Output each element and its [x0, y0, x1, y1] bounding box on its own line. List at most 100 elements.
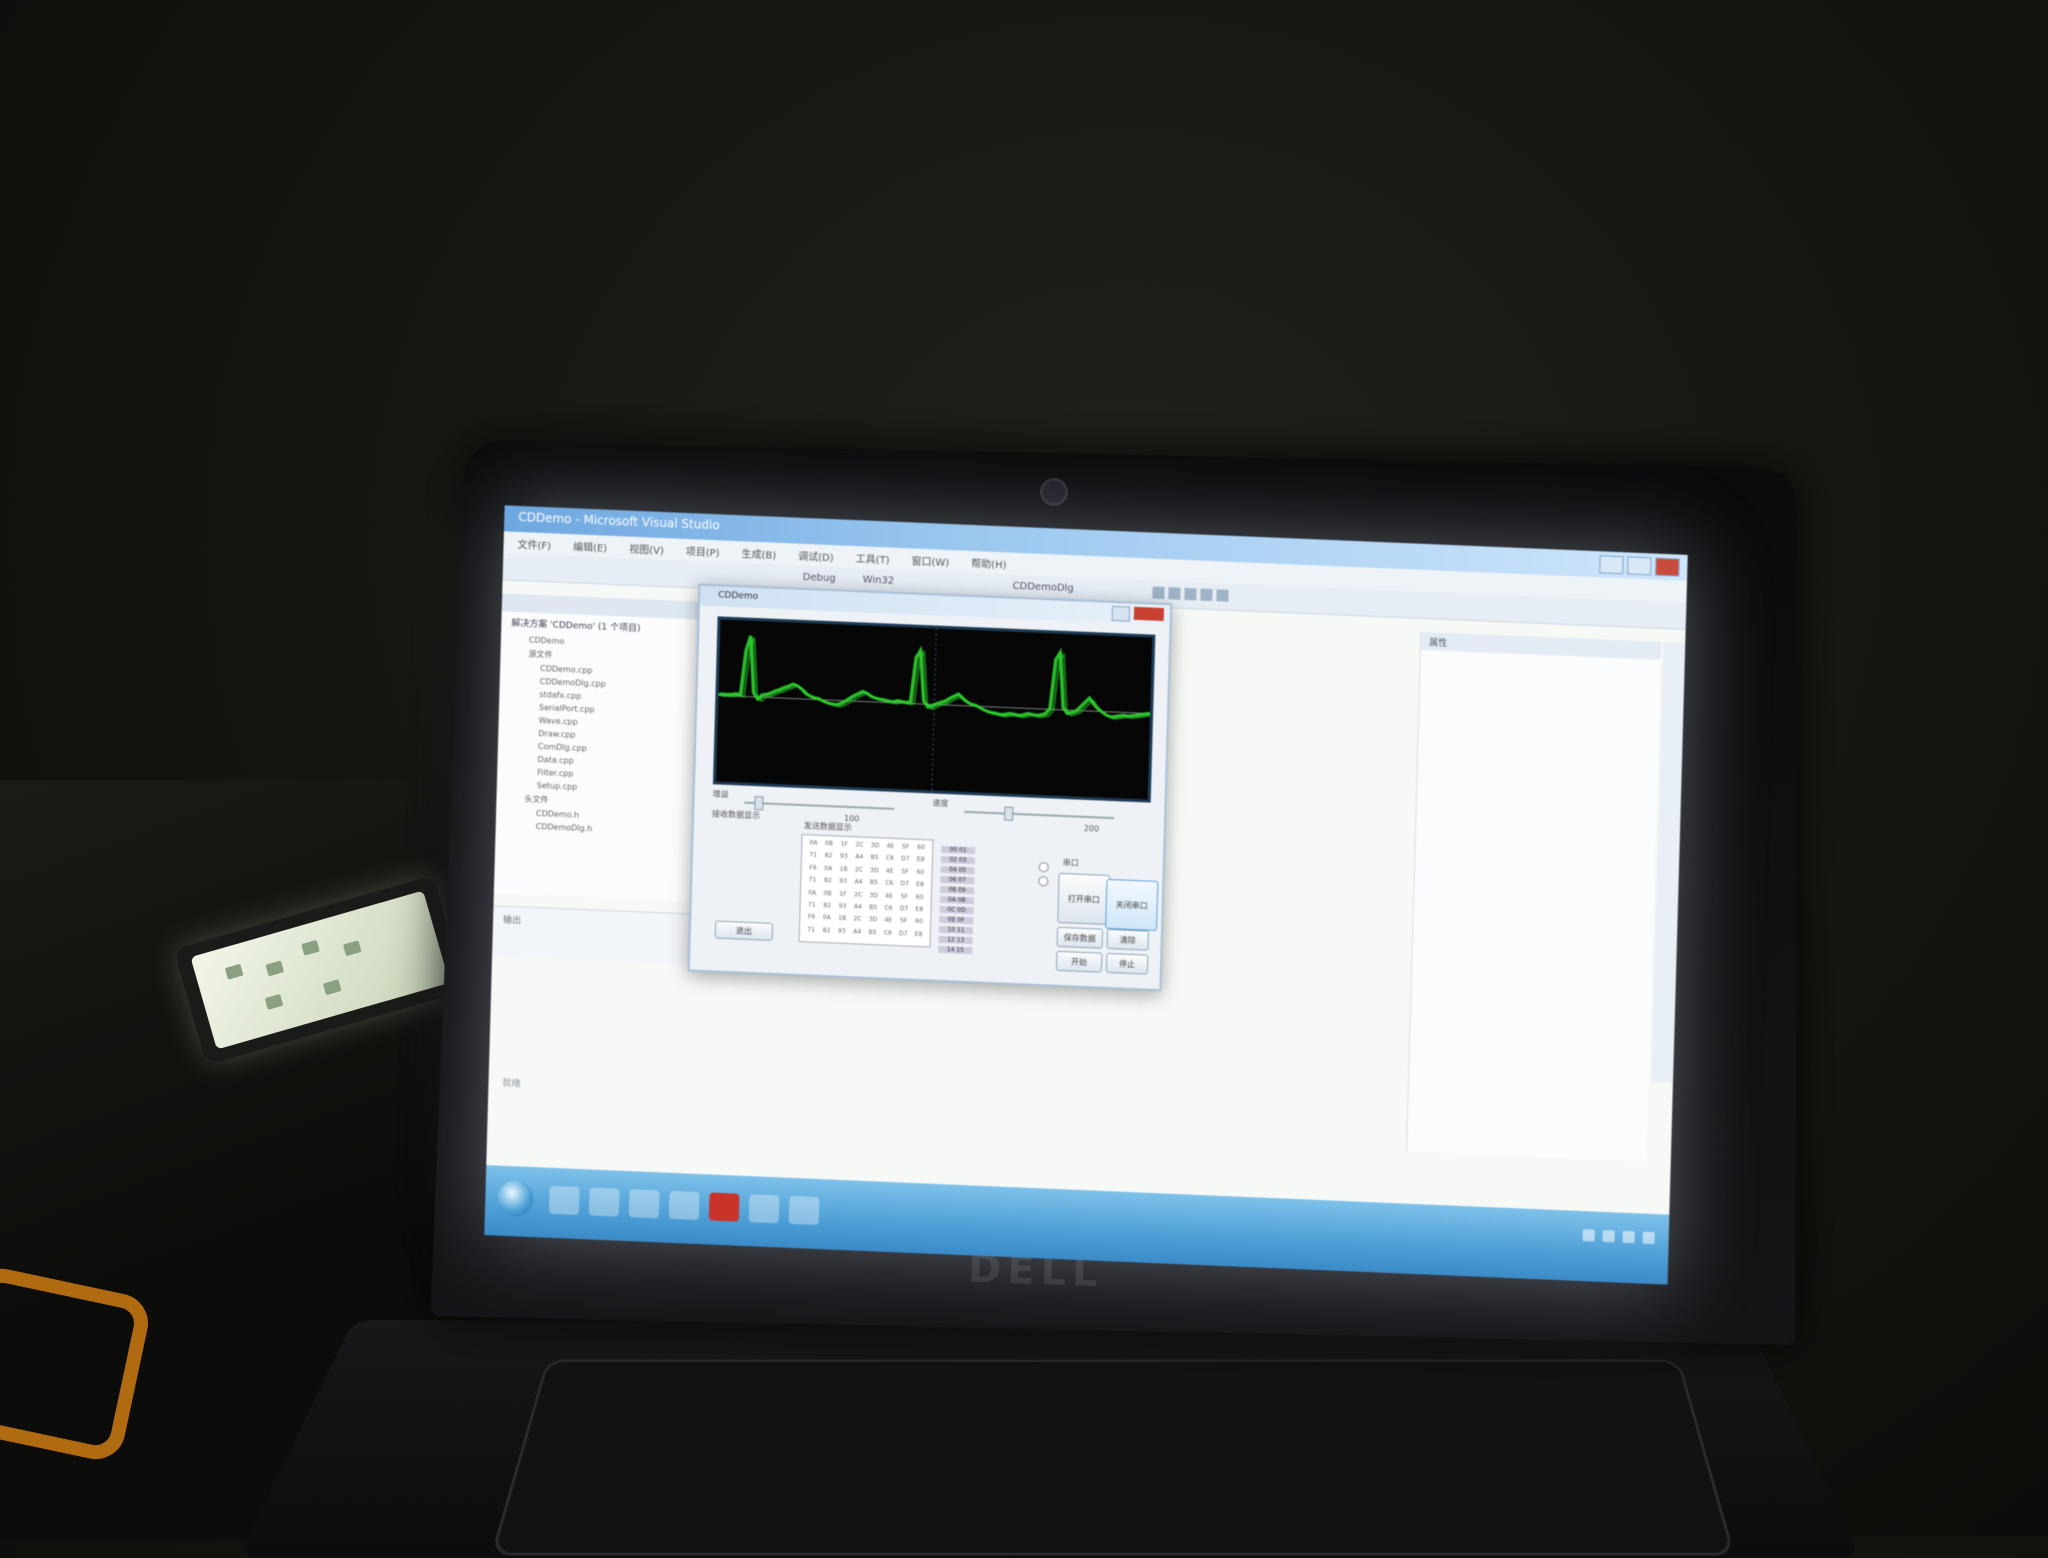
config-dropdown[interactable]: Debug [803, 572, 836, 584]
breakpoint-icon[interactable] [1200, 589, 1212, 601]
flag-icon[interactable] [1642, 1232, 1654, 1244]
close-port-button[interactable]: 关闭串口 [1105, 879, 1158, 931]
hex-cell: 2C [852, 866, 867, 878]
battery-icon[interactable] [1622, 1231, 1634, 1243]
hex-cell: 0B [821, 840, 836, 852]
menu-build[interactable]: 生成(B) [741, 545, 776, 561]
option-radio[interactable] [1038, 876, 1048, 886]
hex-cell: 2C [850, 915, 865, 927]
menu-tools[interactable]: 工具(T) [856, 550, 890, 566]
hex-cell: A4 [851, 878, 866, 890]
hex-cell: 3D [866, 916, 881, 928]
menu-view[interactable]: 视图(V) [629, 540, 664, 556]
stop-button[interactable]: 停止 [1106, 953, 1149, 975]
hex-cell: 82 [821, 852, 836, 864]
step-over-icon[interactable] [1168, 587, 1180, 599]
hex-cell: 5F [898, 843, 913, 855]
maximize-button[interactable] [1627, 556, 1651, 575]
hex-cell: 0B [820, 889, 835, 901]
media-icon[interactable] [589, 1187, 620, 1216]
hex-data-grid[interactable]: 0A 0B 1F 2C 3D 4E 5F 60 71 82 93 A4 B5 C6 D7 E8 F9 0A 1B 2C… [799, 834, 934, 947]
platform-dropdown[interactable]: Win32 [863, 574, 895, 586]
hex-cell: 1B [836, 865, 851, 877]
hex-cell: 82 [820, 902, 835, 914]
waveform-trace [720, 636, 1152, 722]
hex-cell: 2C [851, 891, 866, 903]
start-button[interactable]: 开始 [1056, 951, 1103, 973]
cddemo-dialog: CDDemo 增益 100 速度 200 接收数据显示 发送数据显示 0A 0B 1… [688, 584, 1172, 992]
port-group-label: 串口 [1063, 857, 1079, 869]
hex-cell: F9 [804, 913, 819, 925]
dialog-minimize-button[interactable] [1112, 606, 1130, 622]
open-port-button[interactable]: 打开串口 [1057, 873, 1110, 925]
find-icon[interactable] [1216, 589, 1228, 601]
minimize-button[interactable] [1599, 555, 1623, 574]
hex-cell: 71 [804, 901, 819, 913]
hex-cell: B5 [865, 928, 880, 940]
hex-cell: 71 [806, 852, 821, 864]
hex-cell: 5F [897, 893, 912, 905]
hex-cell: 0A [821, 865, 836, 877]
vs-icon[interactable] [629, 1189, 660, 1218]
hex-cell: 2C [852, 841, 867, 853]
pdf-icon[interactable] [709, 1192, 740, 1221]
hex-column-cell: 0A 0B [940, 896, 974, 904]
menu-help[interactable]: 帮助(H) [971, 554, 1007, 570]
hex-cell: D7 [896, 930, 911, 942]
network-icon[interactable] [1583, 1229, 1595, 1241]
app-icon[interactable] [669, 1191, 700, 1220]
window-controls [1599, 555, 1679, 576]
startup-project-dropdown[interactable]: CDDemoDlg [1012, 581, 1073, 595]
hex-column-cell: 08 09 [940, 886, 974, 894]
properties-header: 属性 [1421, 632, 1661, 660]
hex-cell: E8 [912, 906, 927, 918]
touchpad [491, 1360, 1736, 1556]
slider1-track[interactable] [744, 802, 894, 810]
solution-explorer: 解决方案 'CDDemo' (1 个项目) CDDemo 源文件 CDDemo.… [494, 593, 713, 902]
hex-column-cell: 02 03 [941, 856, 975, 864]
hex-cell: B5 [866, 904, 881, 916]
menu-project[interactable]: 项目(P) [686, 542, 720, 558]
hex-cell: 60 [912, 893, 927, 905]
send-label: 发送数据显示 [804, 820, 852, 833]
explorer-icon[interactable] [549, 1186, 580, 1215]
hex-cell: B5 [867, 879, 882, 891]
hex-cell: D7 [897, 880, 912, 892]
menu-window[interactable]: 窗口(W) [911, 552, 949, 569]
hex-cell: C6 [883, 855, 898, 867]
hex-cell: 1B [835, 915, 850, 927]
slider1-thumb[interactable] [754, 796, 763, 810]
hex-cell: 3D [866, 891, 881, 903]
hex-cell: 4E [881, 917, 896, 929]
clear-button[interactable]: 清除 [1107, 929, 1150, 951]
exit-button[interactable]: 退出 [715, 920, 773, 940]
option-radio[interactable] [1039, 862, 1049, 872]
hex-cell: A4 [850, 928, 865, 940]
hex-column-cell: 14 15 [938, 946, 972, 954]
hex-column-cell: 0E 0F [939, 916, 973, 924]
start-button[interactable] [497, 1180, 534, 1217]
menu-debug[interactable]: 调试(D) [798, 547, 834, 563]
close-button[interactable] [1655, 558, 1679, 577]
volume-icon[interactable] [1603, 1230, 1615, 1242]
slider1-label: 增益 [713, 788, 729, 800]
save-data-button[interactable]: 保存数据 [1057, 927, 1104, 949]
toolbar-icons [1152, 587, 1228, 602]
slider2-track[interactable] [964, 811, 1114, 819]
step-into-icon[interactable] [1184, 588, 1196, 600]
hex-cell: A4 [852, 854, 867, 866]
menu-edit[interactable]: 编辑(E) [573, 538, 608, 554]
hex-cell: 60 [912, 918, 927, 930]
dialog-close-button[interactable] [1134, 607, 1164, 621]
hex-column-cell: 00 01 [941, 846, 975, 854]
hex-cell: 93 [835, 902, 850, 914]
slider2-label: 速度 [932, 798, 948, 810]
app-icon[interactable] [789, 1196, 820, 1225]
menu-file[interactable]: 文件(F) [517, 535, 551, 551]
hex-cell: 71 [804, 926, 819, 938]
slider2-thumb[interactable] [1004, 807, 1013, 821]
hex-cell: E8 [913, 881, 928, 893]
debug-start-icon[interactable] [1152, 587, 1164, 599]
app-icon[interactable] [749, 1194, 780, 1223]
hex-cell: 4E [883, 842, 898, 854]
